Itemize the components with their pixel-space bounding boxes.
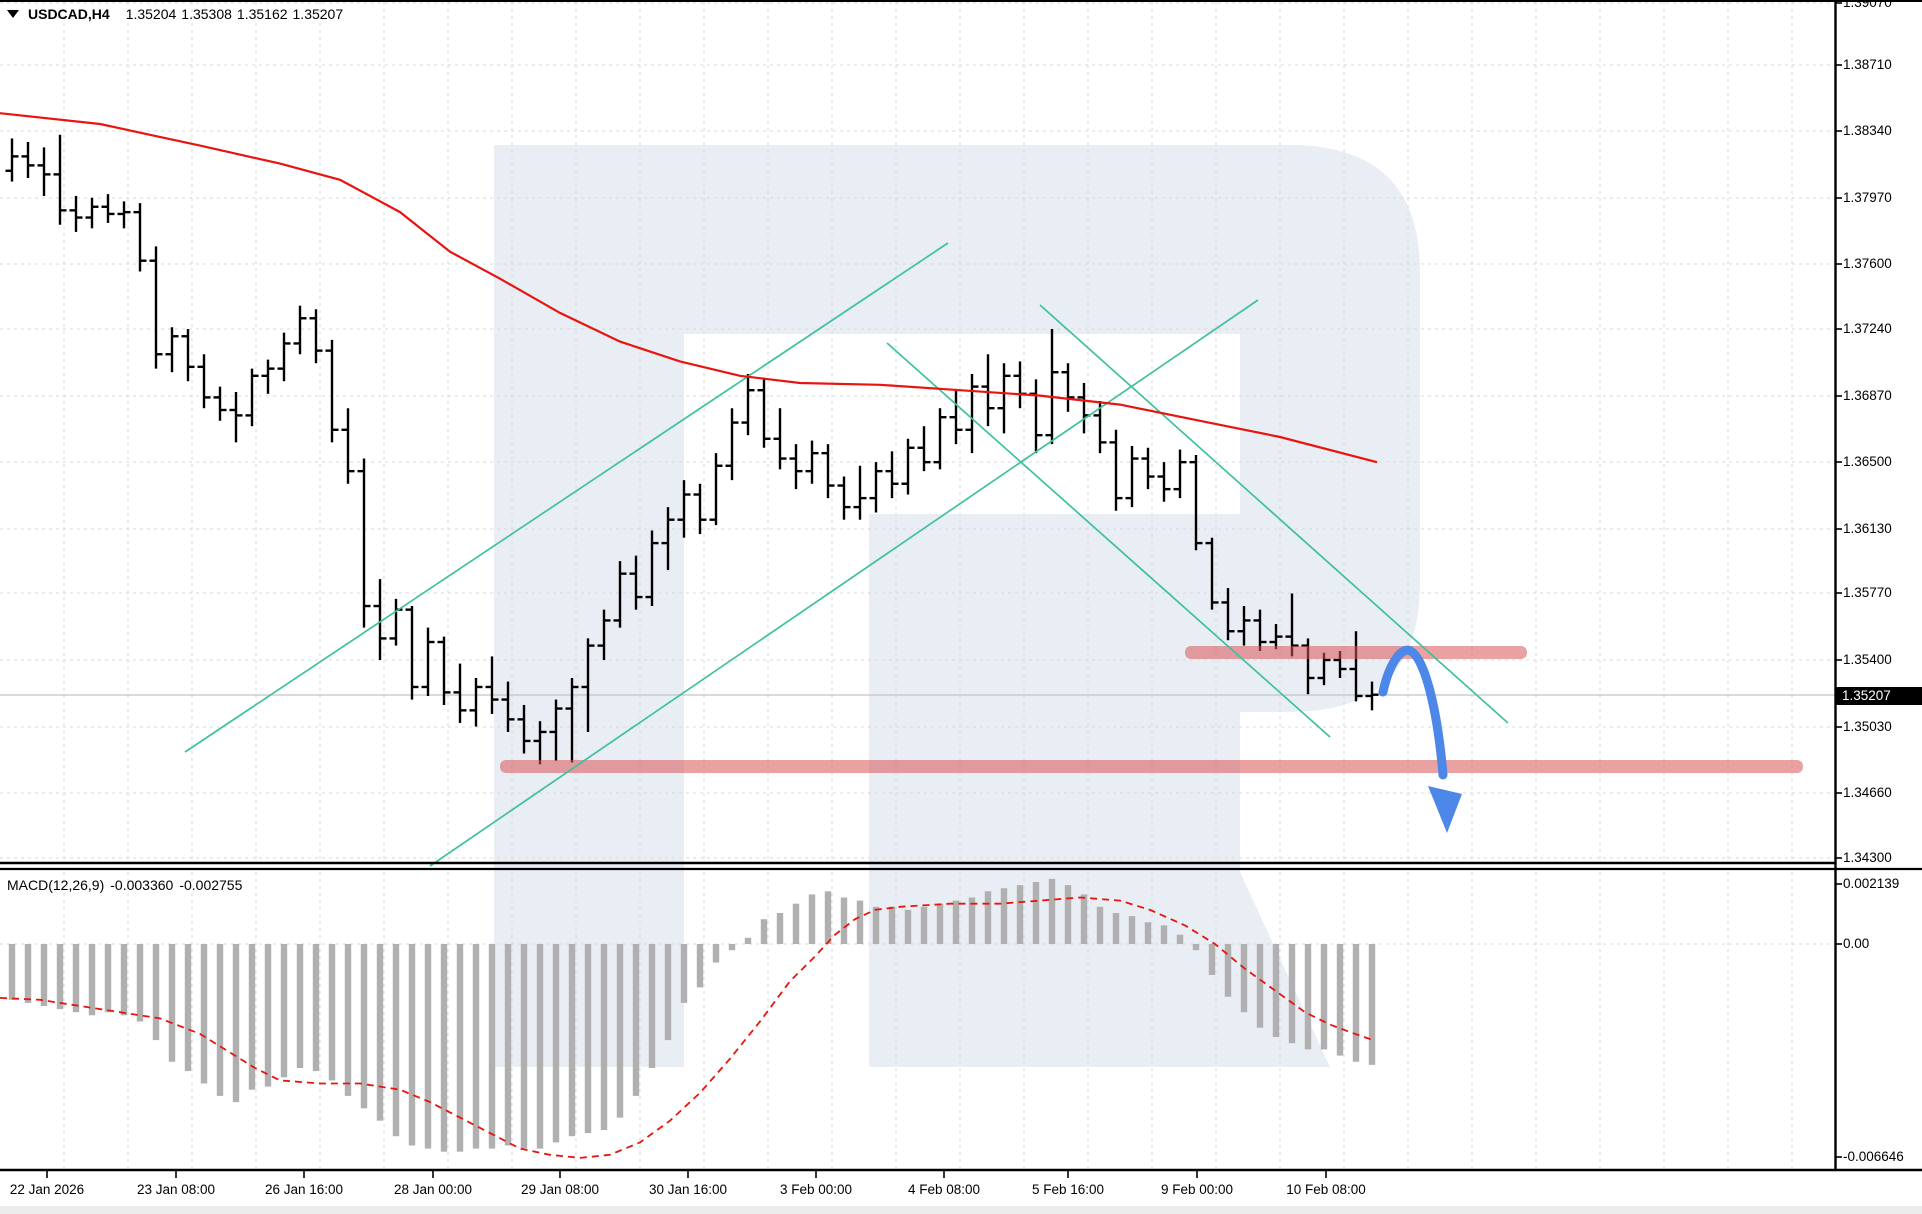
price-label-1.35030: 1.35030 [1843,719,1892,734]
price-label-1.39070: 1.39070 [1843,0,1892,10]
price-label-1.36500: 1.36500 [1843,454,1892,469]
panel-borders [0,0,1922,1178]
macd-name: MACD(12,26,9) [7,877,105,893]
price-label-1.36870: 1.36870 [1843,388,1892,403]
time-label: 30 Jan 16:00 [648,1182,728,1197]
price-label-1.34300: 1.34300 [1843,850,1892,865]
macd-value: -0.003360 [110,877,174,893]
trendline-descending-resistance-1[interactable] [886,342,1331,738]
macd-axis-label-0.002139: 0.002139 [1843,876,1900,891]
moving-average-line [0,112,1378,464]
time-label: 26 Jan 16:00 [264,1182,344,1197]
forecast-arrow[interactable] [1378,645,1462,833]
resistance-zone[interactable] [1185,646,1527,659]
trendline-ascending-support-2[interactable] [429,299,1259,867]
time-label: 3 Feb 00:00 [779,1182,853,1197]
trendline-descending-resistance-2[interactable] [1039,304,1509,724]
time-label: 28 Jan 00:00 [393,1182,473,1197]
title-close: 1.35207 [292,6,344,22]
price-label-1.38340: 1.38340 [1843,123,1892,138]
macd-indicator-label: MACD(12,26,9) -0.003360 -0.002755 [7,877,242,893]
title-open: 1.35204 [125,6,177,22]
macd-axis-label--0.006646: -0.006646 [1843,1149,1904,1164]
macd-signal-value: -0.002755 [179,877,243,893]
grid-lines [0,2,1835,1169]
time-label: 29 Jan 08:00 [520,1182,600,1197]
ohlc-bars [5,134,1379,765]
title-high: 1.35308 [181,6,232,22]
symbol-dropdown-icon[interactable] [7,10,19,18]
trendline-ascending-support-1[interactable] [184,242,949,753]
price-label-1.37600: 1.37600 [1843,256,1892,271]
price-label-1.36130: 1.36130 [1843,521,1892,536]
support-zone[interactable] [500,760,1803,773]
price-label-1.37240: 1.37240 [1843,321,1892,336]
price-label-1.34660: 1.34660 [1843,785,1892,800]
time-label: 23 Jan 08:00 [136,1182,216,1197]
time-label: 22 Jan 2026 [9,1182,85,1197]
price-label-1.37970: 1.37970 [1843,190,1892,205]
price-label-1.38710: 1.38710 [1843,57,1892,72]
current-price-tag: 1.35207 [1836,687,1922,705]
macd-histogram [8,878,1376,1152]
time-label: 10 Feb 08:00 [1286,1182,1366,1197]
title-low: 1.35162 [236,6,288,22]
price-label-1.35400: 1.35400 [1843,652,1892,667]
price-label-1.35770: 1.35770 [1843,585,1892,600]
chart-title: USDCAD,H4 1.35204 1.35308 1.35162 1.3520… [7,6,343,22]
symbol-period: USDCAD,H4 [28,6,110,22]
time-label: 5 Feb 16:00 [1031,1182,1105,1197]
time-label: 4 Feb 08:00 [907,1182,981,1197]
time-label: 9 Feb 00:00 [1160,1182,1234,1197]
horizontal-scrollbar-strip[interactable] [0,1206,1922,1214]
macd-axis-label-0.00: 0.00 [1843,936,1870,951]
